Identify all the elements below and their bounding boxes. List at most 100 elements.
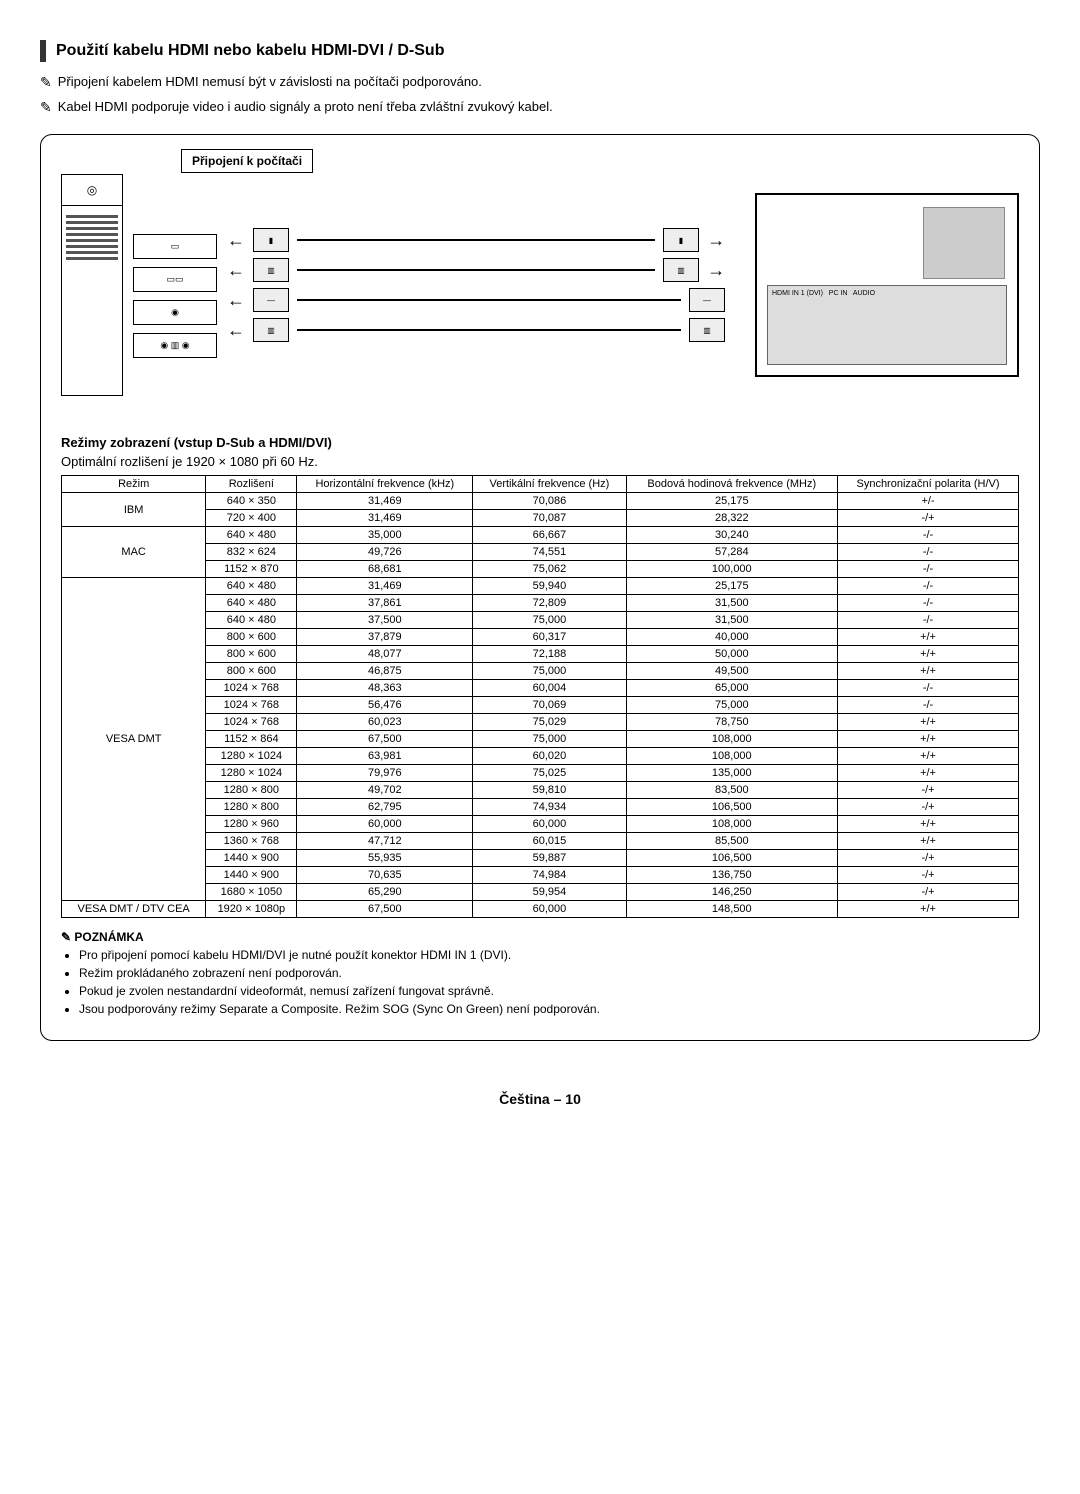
table-cell: +/+ (838, 816, 1019, 833)
table-row: 1024 × 76860,02375,02978,750+/+ (62, 714, 1019, 731)
table-row: 832 × 62449,72674,55157,284-/- (62, 544, 1019, 561)
table-cell: 70,635 (297, 867, 473, 884)
table-cell: 106,500 (626, 850, 837, 867)
optimal-text: Optimální rozlišení je 1920 × 1080 při 6… (61, 454, 1019, 469)
table-cell: 31,469 (297, 578, 473, 595)
pc-drive-icon (62, 175, 122, 206)
cable-line (297, 239, 655, 241)
table-row: 1360 × 76847,71260,01585,500+/+ (62, 833, 1019, 850)
cable-line (297, 299, 681, 301)
table-cell: 66,667 (473, 527, 626, 544)
table-cell: 108,000 (626, 816, 837, 833)
table-cell: -/+ (838, 510, 1019, 527)
table-cell: -/+ (838, 884, 1019, 901)
table-cell: 1152 × 870 (206, 561, 297, 578)
section-header: Použití kabelu HDMI nebo kabelu HDMI-DVI… (40, 40, 1040, 62)
table-cell: 136,750 (626, 867, 837, 884)
table-row: 1680 × 105065,29059,954146,250-/+ (62, 884, 1019, 901)
table-cell: -/+ (838, 850, 1019, 867)
vga-plug-icon: ▥ (689, 318, 725, 342)
table-cell: -/- (838, 680, 1019, 697)
table-cell: 63,981 (297, 748, 473, 765)
intro-note-text-2: Kabel HDMI podporuje video i audio signá… (58, 99, 553, 114)
table-row: VESA DMT640 × 48031,46959,94025,175-/- (62, 578, 1019, 595)
table-cell: 70,087 (473, 510, 626, 527)
table-cell: +/+ (838, 629, 1019, 646)
table-cell: 1024 × 768 (206, 697, 297, 714)
port-column: ▭ ▭▭ ◉ ◉ ▥ ◉ (133, 234, 217, 366)
table-cell: 31,500 (626, 595, 837, 612)
table-cell: 31,469 (297, 510, 473, 527)
table-cell: 70,069 (473, 697, 626, 714)
table-cell: 48,363 (297, 680, 473, 697)
table-row: 1024 × 76848,36360,00465,000-/- (62, 680, 1019, 697)
table-row: MAC640 × 48035,00066,66730,240-/- (62, 527, 1019, 544)
table-cell: 800 × 600 (206, 646, 297, 663)
table-row: 1280 × 80049,70259,81083,500-/+ (62, 782, 1019, 799)
table-row: 800 × 60048,07772,18850,000+/+ (62, 646, 1019, 663)
table-cell: 25,175 (626, 493, 837, 510)
table-cell: 800 × 600 (206, 629, 297, 646)
audio-port-icon: ◉ (133, 300, 217, 325)
table-cell: 70,086 (473, 493, 626, 510)
table-cell: 49,500 (626, 663, 837, 680)
dvi-plug-icon: ▥ (663, 258, 699, 282)
table-cell: 1920 × 1080p (206, 901, 297, 918)
table-cell: +/+ (838, 714, 1019, 731)
table-cell: 75,000 (473, 731, 626, 748)
arrow-left-icon: ← (227, 320, 245, 341)
table-row: 1152 × 86467,50075,000108,000+/+ (62, 731, 1019, 748)
table-cell: -/- (838, 595, 1019, 612)
table-cell: 28,322 (626, 510, 837, 527)
table-cell: 72,809 (473, 595, 626, 612)
table-cell: 30,240 (626, 527, 837, 544)
table-cell: 67,500 (297, 731, 473, 748)
table-row: 1440 × 90055,93559,887106,500-/+ (62, 850, 1019, 867)
table-cell: 1280 × 800 (206, 782, 297, 799)
table-cell: 59,887 (473, 850, 626, 867)
cable-column: ← ▮ ▮ ← ← ▥ ▥ ← ← — — ← ▥ (227, 222, 725, 348)
table-cell: 47,712 (297, 833, 473, 850)
display-modes-table: RežimRozlišeníHorizontální frekvence (kH… (61, 475, 1019, 918)
table-cell: 1024 × 768 (206, 680, 297, 697)
arrow-right-icon: ← (707, 230, 725, 251)
vga-port-icon: ◉ ▥ ◉ (133, 333, 217, 358)
table-row: 640 × 48037,50075,00031,500-/- (62, 612, 1019, 629)
note-icon: ✎ (61, 930, 74, 944)
table-row: VESA DMT / DTV CEA1920 × 1080p67,50060,0… (62, 901, 1019, 918)
arrow-right-icon: ← (707, 260, 725, 281)
table-cell: 148,500 (626, 901, 837, 918)
dvi-port-icon: ▭▭ (133, 267, 217, 292)
mode-cell: IBM (62, 493, 206, 527)
audio-plug-icon: — (253, 288, 289, 312)
intro-note-1: ✎ Připojení kabelem HDMI nemusí být v zá… (40, 74, 1040, 91)
table-cell: 67,500 (297, 901, 473, 918)
pc-slots (62, 206, 122, 269)
table-column-header: Horizontální frekvence (kHz) (297, 476, 473, 493)
note-block: ✎ POZNÁMKA Pro připojení pomocí kabelu H… (61, 930, 1019, 1016)
table-cell: 65,000 (626, 680, 837, 697)
table-cell: 75,000 (626, 697, 837, 714)
table-cell: 72,188 (473, 646, 626, 663)
table-column-header: Vertikální frekvence (Hz) (473, 476, 626, 493)
table-column-header: Režim (62, 476, 206, 493)
table-cell: 75,000 (473, 663, 626, 680)
table-cell: 35,000 (297, 527, 473, 544)
table-cell: 135,000 (626, 765, 837, 782)
table-cell: 60,317 (473, 629, 626, 646)
note-icon: ✎ (40, 99, 52, 116)
table-cell: 1024 × 768 (206, 714, 297, 731)
diagram-container: Připojení k počítači ▭ ▭▭ ◉ ◉ ▥ ◉ ← ▮ ▮ … (40, 134, 1040, 1041)
table-cell: -/- (838, 612, 1019, 629)
table-cell: 106,500 (626, 799, 837, 816)
table-cell: 83,500 (626, 782, 837, 799)
table-cell: 60,020 (473, 748, 626, 765)
table-cell: 37,500 (297, 612, 473, 629)
table-cell: 60,023 (297, 714, 473, 731)
table-cell: 74,551 (473, 544, 626, 561)
page-footer: Čeština – 10 (40, 1091, 1040, 1107)
table-cell: 1280 × 800 (206, 799, 297, 816)
table-cell: +/+ (838, 833, 1019, 850)
table-row: 1280 × 102463,98160,020108,000+/+ (62, 748, 1019, 765)
table-cell: 46,875 (297, 663, 473, 680)
